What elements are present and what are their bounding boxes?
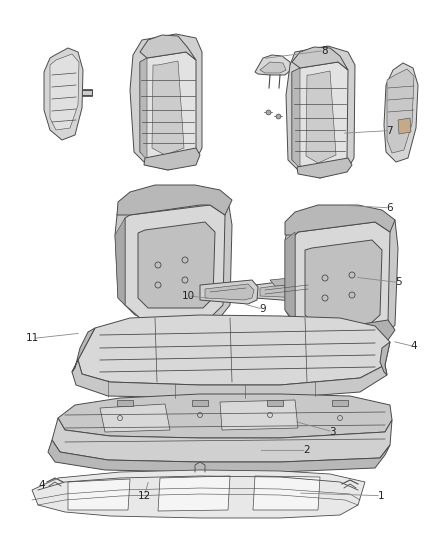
Polygon shape xyxy=(138,222,215,308)
Polygon shape xyxy=(286,46,355,178)
Polygon shape xyxy=(285,210,398,346)
Polygon shape xyxy=(332,400,348,406)
Polygon shape xyxy=(292,68,300,168)
Text: 10: 10 xyxy=(182,291,195,301)
Polygon shape xyxy=(292,62,348,168)
Polygon shape xyxy=(220,400,298,430)
Polygon shape xyxy=(140,35,196,60)
Polygon shape xyxy=(297,158,352,178)
Polygon shape xyxy=(58,394,392,438)
Text: 3: 3 xyxy=(329,427,336,437)
Polygon shape xyxy=(52,418,392,462)
Polygon shape xyxy=(152,61,184,155)
Polygon shape xyxy=(158,476,230,511)
Polygon shape xyxy=(260,62,286,73)
Polygon shape xyxy=(398,118,411,134)
Polygon shape xyxy=(140,58,147,160)
Polygon shape xyxy=(68,479,130,510)
Polygon shape xyxy=(267,400,283,406)
Polygon shape xyxy=(253,476,320,510)
Polygon shape xyxy=(117,400,133,406)
Polygon shape xyxy=(292,47,348,70)
Text: 11: 11 xyxy=(26,334,39,343)
Polygon shape xyxy=(82,89,92,96)
Polygon shape xyxy=(387,69,414,153)
Polygon shape xyxy=(48,440,390,472)
Polygon shape xyxy=(285,205,395,235)
Text: 4: 4 xyxy=(410,342,417,351)
Text: 12: 12 xyxy=(138,491,151,500)
Polygon shape xyxy=(270,278,295,286)
Text: 9: 9 xyxy=(259,304,266,314)
Text: 7: 7 xyxy=(386,126,393,135)
Polygon shape xyxy=(72,328,95,372)
Polygon shape xyxy=(130,34,202,170)
Polygon shape xyxy=(100,404,170,432)
Polygon shape xyxy=(117,185,232,215)
Polygon shape xyxy=(305,240,382,324)
Polygon shape xyxy=(255,278,318,302)
Polygon shape xyxy=(260,282,312,298)
Polygon shape xyxy=(295,222,390,334)
Text: 4: 4 xyxy=(38,480,45,490)
Polygon shape xyxy=(32,470,365,518)
Text: 5: 5 xyxy=(395,278,402,287)
Polygon shape xyxy=(115,192,232,328)
Text: 1: 1 xyxy=(378,491,385,500)
Text: 6: 6 xyxy=(386,203,393,213)
Polygon shape xyxy=(115,218,125,305)
Polygon shape xyxy=(50,54,79,130)
Polygon shape xyxy=(125,205,225,318)
Polygon shape xyxy=(192,400,208,406)
Polygon shape xyxy=(140,52,196,160)
Text: 8: 8 xyxy=(321,46,328,55)
Polygon shape xyxy=(384,63,418,162)
Text: 2: 2 xyxy=(303,446,310,455)
Polygon shape xyxy=(380,342,390,375)
Polygon shape xyxy=(78,315,390,385)
Polygon shape xyxy=(310,320,395,346)
Polygon shape xyxy=(144,148,200,170)
Polygon shape xyxy=(285,232,295,322)
Polygon shape xyxy=(200,280,258,304)
Polygon shape xyxy=(306,71,336,163)
Polygon shape xyxy=(205,284,254,300)
Polygon shape xyxy=(255,55,291,75)
Polygon shape xyxy=(44,48,83,140)
Polygon shape xyxy=(72,360,387,398)
